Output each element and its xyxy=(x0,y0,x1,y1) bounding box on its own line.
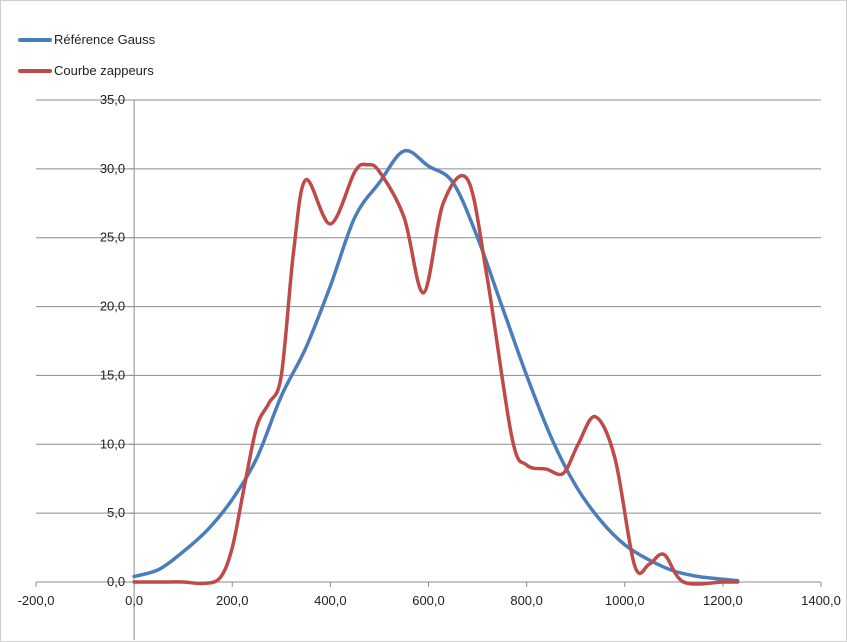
legend-swatch-zappeurs xyxy=(18,68,52,73)
y-tick-label-3: 15,0 xyxy=(100,367,125,382)
x-tick-label-8: 1400,0 xyxy=(801,593,841,608)
legend-label-gauss: Référence Gauss xyxy=(54,32,156,47)
x-tick-label-7: 1200,0 xyxy=(703,593,743,608)
x-tick-label-4: 600,0 xyxy=(412,593,445,608)
x-tick-label-3: 400,0 xyxy=(314,593,347,608)
legend: Référence Gauss Courbe zappeurs xyxy=(18,24,155,86)
x-tick-label-1: 0,0 xyxy=(125,593,143,608)
legend-label-zappeurs: Courbe zappeurs xyxy=(54,63,154,78)
legend-item-zappeurs: Courbe zappeurs xyxy=(18,55,155,86)
series-line-zappeurs xyxy=(132,162,740,586)
y-tick-label-6: 30,0 xyxy=(100,161,125,176)
x-tick-label-0: -200,0 xyxy=(18,593,55,608)
legend-swatch-gauss xyxy=(18,37,52,42)
y-tick-label-7: 35,0 xyxy=(100,92,125,107)
y-tick-label-0: 0,0 xyxy=(107,574,125,589)
series-line-gauss xyxy=(132,148,740,583)
x-tick-label-5: 800,0 xyxy=(510,593,543,608)
x-tick-label-2: 200,0 xyxy=(216,593,249,608)
legend-item-gauss: Référence Gauss xyxy=(18,24,155,55)
x-tick-label-6: 1000,0 xyxy=(605,593,645,608)
y-tick-label-4: 20,0 xyxy=(100,299,125,314)
y-tick-label-1: 5,0 xyxy=(107,505,125,520)
y-tick-label-5: 25,0 xyxy=(100,230,125,245)
y-tick-label-2: 10,0 xyxy=(100,436,125,451)
